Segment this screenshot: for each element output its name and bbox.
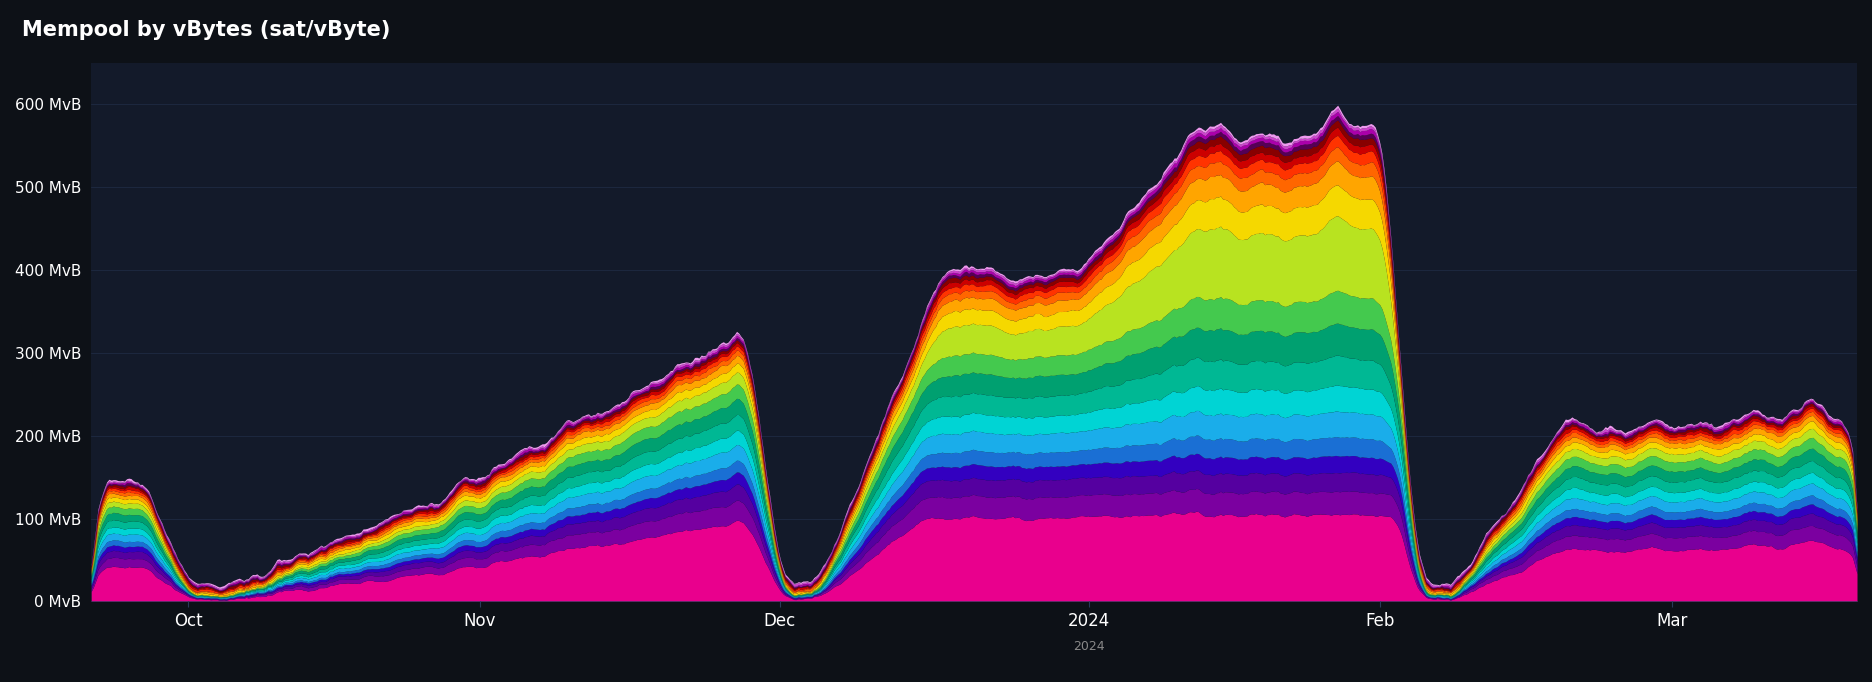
Text: Mempool by vBytes (sat/vByte): Mempool by vBytes (sat/vByte) [22,20,391,40]
Text: 2024: 2024 [1073,640,1104,653]
